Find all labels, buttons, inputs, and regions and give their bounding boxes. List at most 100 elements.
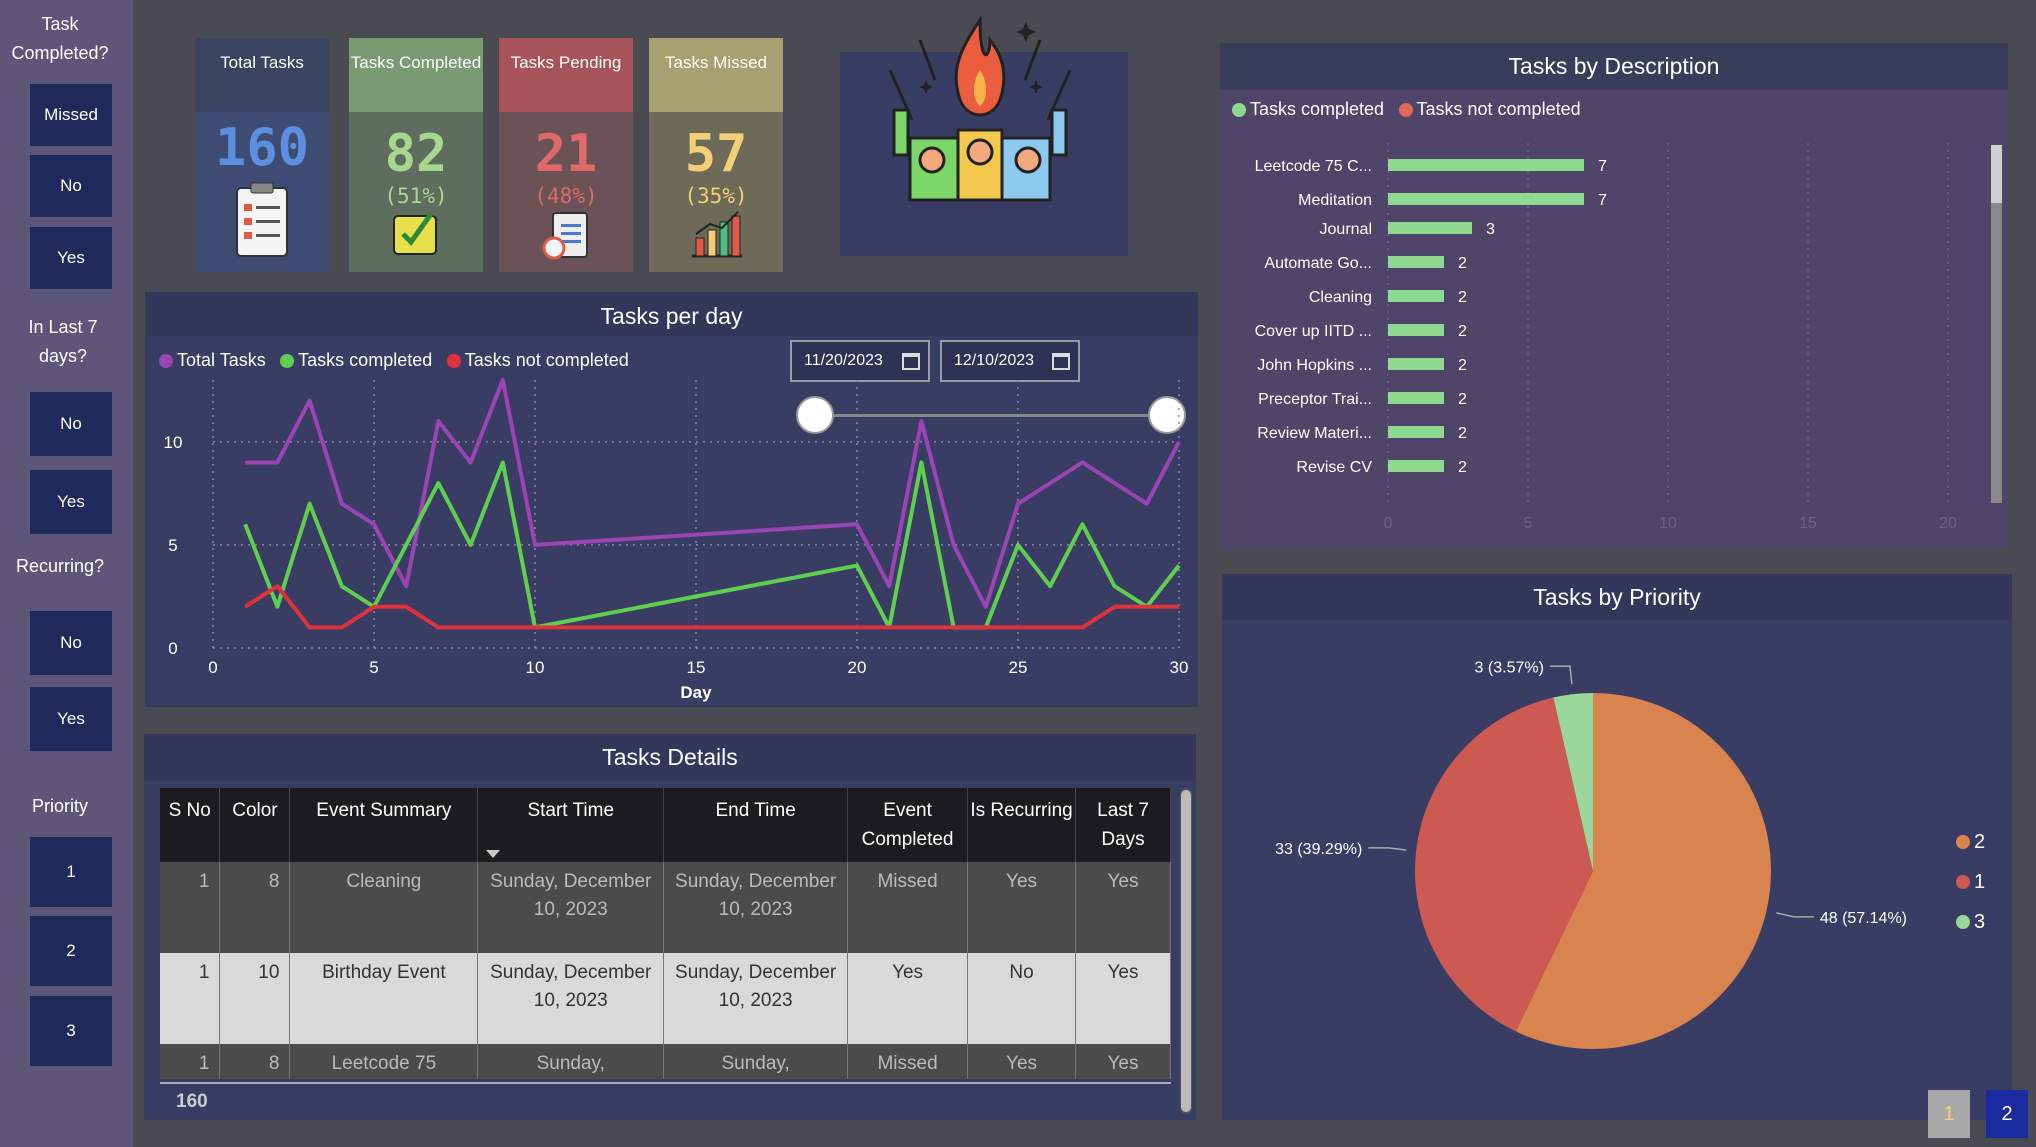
kpi-tasks-missed: Tasks Missed 57 (35%) — [649, 38, 783, 272]
tasks-details-table: S No Color Event Summary Start Time End … — [160, 788, 1171, 1079]
cell-is-recurring: Yes — [967, 1044, 1077, 1079]
cell-last7-days: Yes — [1075, 1044, 1171, 1079]
y-tick-label: 0 — [168, 639, 177, 658]
page-1-button[interactable]: 1 — [1928, 1090, 1970, 1138]
kpi-tasks-pending: Tasks Pending 21 (48%) — [499, 38, 633, 272]
date-range-slider-track[interactable] — [815, 414, 1167, 417]
description-scrollbar-track[interactable] — [1991, 145, 2002, 503]
bar — [1388, 222, 1472, 234]
table-row[interactable]: 1 10 Birthday Event Sunday, December 10,… — [160, 953, 1171, 1044]
table-scrollbar-thumb[interactable] — [1181, 790, 1191, 1112]
tasks-by-description-panel: Tasks by Description Tasks completed Tas… — [1220, 43, 2008, 548]
cell-event-summary: Birthday Event — [289, 953, 479, 1044]
x-axis-label: Day — [680, 683, 712, 702]
table-total-row: 160 — [160, 1082, 1171, 1118]
table-row[interactable]: 1 8 Cleaning Sunday, December 10, 2023 S… — [160, 862, 1171, 953]
bar-value-label: 2 — [1458, 289, 1467, 306]
slicer-last7-no[interactable]: No — [30, 392, 112, 456]
date-range-slider-end-handle[interactable] — [1148, 396, 1186, 434]
calendar-icon[interactable] — [902, 353, 920, 370]
pie-leader-line — [1368, 847, 1407, 851]
column-header-end-time[interactable]: End Time — [663, 788, 849, 862]
legend-tasks-completed: Tasks completed — [280, 350, 432, 371]
column-header-event-summary[interactable]: Event Summary — [289, 788, 479, 862]
series-line-2 — [244, 584, 1179, 630]
cell-sno: 1 — [160, 862, 221, 953]
tasks-per-day-line-chart: 0 5 10 0 5 10 15 20 25 30 Day — [164, 378, 1188, 702]
pie-slice — [1515, 693, 1771, 1049]
category-label: Automate Go... — [1264, 255, 1372, 272]
bar — [1388, 392, 1444, 404]
column-header-is-recurring[interactable]: Is Recurring — [967, 788, 1077, 862]
table-header-row: S No Color Event Summary Start Time End … — [160, 788, 1171, 862]
kpi-missed-label: Tasks Missed — [649, 38, 783, 112]
date-from-input[interactable]: 11/20/2023 — [790, 340, 930, 382]
column-header-color[interactable]: Color — [219, 788, 291, 862]
bar-value-label: 7 — [1598, 158, 1607, 175]
pie-data-label: 3 (3.57%) — [1475, 659, 1544, 676]
bar-chart-icon — [692, 211, 742, 258]
table-row[interactable]: 1 8 Leetcode 75 Sunday, Sunday, Missed Y… — [160, 1044, 1171, 1079]
cell-start-time: Sunday, December 10, 2023 — [477, 953, 665, 1044]
calendar-icon[interactable] — [1052, 353, 1070, 370]
kpi-total-value: 160 — [215, 118, 309, 178]
cell-sno: 1 — [160, 953, 221, 1044]
legend-tasks-not-completed: Tasks not completed — [446, 350, 629, 371]
legend-priority-1: 1 — [1956, 862, 1985, 902]
slicer-task-completed-missed[interactable]: Missed — [30, 84, 112, 146]
column-header-start-time[interactable]: Start Time — [477, 788, 665, 862]
kpi-completed-percent: (51%) — [384, 184, 448, 208]
kpi-completed-label: Tasks Completed — [349, 38, 483, 112]
checklist-icon — [393, 212, 437, 255]
tasks-per-day-legend: Total Tasks Tasks completed Tasks not co… — [159, 350, 639, 373]
cell-event-completed: Yes — [847, 953, 969, 1044]
tasks-details-title: Tasks Details — [144, 734, 1196, 781]
cell-end-time: Sunday, December 10, 2023 — [663, 862, 849, 953]
tasks-by-description-legend: Tasks completed Tasks not completed — [1232, 99, 1591, 122]
column-header-sno[interactable]: S No — [160, 788, 221, 862]
description-scrollbar-thumb[interactable] — [1991, 145, 2002, 203]
bar — [1388, 358, 1444, 370]
x-tick-label: 20 — [848, 658, 867, 677]
page-2-button[interactable]: 2 — [1986, 1090, 2028, 1138]
legend-priority-2: 2 — [1956, 822, 1985, 862]
slicer-priority-2[interactable]: 2 — [30, 916, 112, 986]
bar — [1388, 256, 1444, 268]
bar-value-label: 2 — [1458, 357, 1467, 374]
slicer-priority-3[interactable]: 3 — [30, 996, 112, 1066]
slicer-recurring-no[interactable]: No — [30, 611, 112, 675]
x-tick-label: 5 — [1524, 515, 1533, 532]
cell-start-time: Sunday, December 10, 2023 — [477, 862, 665, 953]
bar — [1388, 426, 1444, 438]
pie-data-label: 48 (57.14%) — [1820, 910, 1907, 927]
column-header-last7-days[interactable]: Last 7 Days — [1075, 788, 1171, 862]
sort-descending-icon[interactable] — [486, 850, 501, 858]
date-range-slider-start-handle[interactable] — [796, 396, 834, 434]
clipboard-icon — [236, 182, 288, 257]
x-tick-label: 10 — [526, 658, 545, 677]
x-tick-label: 20 — [1939, 515, 1957, 532]
legend-dot-icon — [1956, 915, 1970, 929]
slicer-recurring-yes[interactable]: Yes — [30, 687, 112, 751]
category-label: Preceptor Trai... — [1258, 391, 1372, 408]
cell-is-recurring: Yes — [967, 862, 1077, 953]
slicer-task-completed-yes[interactable]: Yes — [30, 227, 112, 289]
legend-tasks-completed: Tasks completed — [1232, 99, 1384, 120]
tasks-by-priority-title: Tasks by Priority — [1222, 574, 2012, 620]
x-tick-label: 15 — [1799, 515, 1817, 532]
cell-end-time: Sunday, December 10, 2023 — [663, 953, 849, 1044]
kpi-pending-percent: (48%) — [534, 184, 598, 208]
column-header-event-completed[interactable]: Event Completed — [847, 788, 969, 862]
slicer-priority-1[interactable]: 1 — [30, 837, 112, 907]
tasks-per-day-title: Tasks per day — [145, 292, 1198, 336]
last7-slicer-title: In Last 7 days? — [28, 317, 98, 366]
slicer-task-completed-no[interactable]: No — [30, 155, 112, 217]
slicer-last7-yes[interactable]: Yes — [30, 470, 112, 534]
category-label: Journal — [1320, 221, 1372, 238]
tasks-per-day-panel: Tasks per day Total Tasks Tasks complete… — [145, 292, 1198, 707]
cell-event-completed: Missed — [847, 1044, 969, 1079]
kpi-total-label: Total Tasks — [195, 38, 329, 112]
category-label: John Hopkins ... — [1257, 357, 1372, 374]
cell-event-completed: Missed — [847, 862, 969, 953]
date-to-input[interactable]: 12/10/2023 — [940, 340, 1080, 382]
